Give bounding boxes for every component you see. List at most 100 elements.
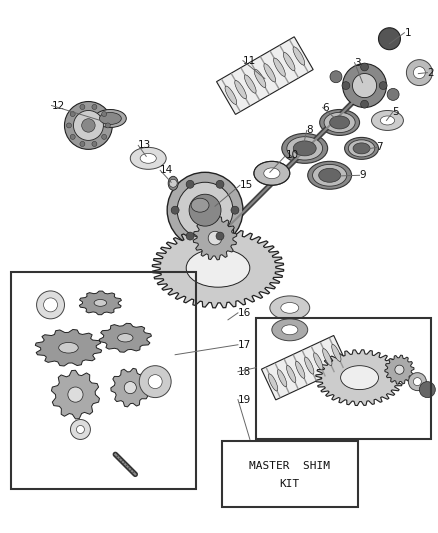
Ellipse shape [340,366,378,390]
Circle shape [102,111,106,117]
Circle shape [177,182,233,238]
Ellipse shape [94,300,106,306]
Ellipse shape [379,116,394,125]
Circle shape [169,179,177,187]
Circle shape [413,378,420,385]
Circle shape [36,291,64,319]
Polygon shape [216,37,312,115]
Text: KIT: KIT [279,479,299,489]
Bar [11,272,196,489]
Circle shape [66,123,71,128]
Circle shape [215,232,223,240]
Ellipse shape [352,143,369,154]
Circle shape [342,63,385,108]
Ellipse shape [273,58,285,76]
Text: 10: 10 [285,150,298,160]
Circle shape [386,88,398,100]
Text: 7: 7 [376,142,382,152]
Circle shape [80,104,85,109]
Text: 3: 3 [354,58,360,68]
Ellipse shape [304,357,313,374]
Ellipse shape [168,176,178,190]
Ellipse shape [186,249,249,287]
Circle shape [70,134,75,140]
Circle shape [189,194,220,226]
Text: 17: 17 [237,340,251,350]
Circle shape [148,375,162,389]
Polygon shape [35,329,102,366]
Circle shape [418,382,434,398]
Circle shape [406,60,431,86]
Circle shape [413,67,424,78]
Circle shape [360,100,367,108]
Circle shape [407,373,425,391]
Ellipse shape [99,112,121,124]
Ellipse shape [94,109,126,127]
Circle shape [230,206,238,214]
Ellipse shape [269,296,309,320]
Ellipse shape [281,325,297,335]
Circle shape [139,366,171,398]
Ellipse shape [271,319,307,341]
Ellipse shape [254,69,265,87]
Circle shape [73,110,103,140]
Text: 6: 6 [322,102,328,112]
Text: 16: 16 [237,308,251,318]
Circle shape [171,206,179,214]
Ellipse shape [292,47,304,65]
Ellipse shape [329,116,349,129]
Circle shape [329,71,341,83]
Polygon shape [193,216,236,260]
Ellipse shape [263,168,279,179]
Ellipse shape [130,148,166,169]
Circle shape [68,387,83,402]
Circle shape [71,419,90,439]
Text: 12: 12 [51,101,65,110]
Ellipse shape [244,75,255,93]
Circle shape [394,365,403,374]
Circle shape [70,111,75,117]
Circle shape [81,119,95,132]
Bar [255,318,431,439]
Ellipse shape [268,374,277,391]
Polygon shape [261,335,347,400]
Ellipse shape [283,52,294,71]
Polygon shape [79,291,121,314]
Ellipse shape [319,109,359,135]
Ellipse shape [371,110,403,131]
Circle shape [43,298,57,312]
Text: 15: 15 [240,180,253,190]
Polygon shape [51,370,99,419]
Circle shape [102,134,106,140]
Ellipse shape [347,140,374,157]
Text: 14: 14 [160,165,173,175]
Ellipse shape [277,370,286,387]
Ellipse shape [234,80,246,99]
Ellipse shape [253,161,289,185]
Ellipse shape [281,133,327,163]
Text: MASTER  SHIM: MASTER SHIM [249,462,329,471]
Circle shape [92,104,97,109]
Circle shape [92,141,97,147]
Ellipse shape [225,86,236,104]
Circle shape [186,180,194,188]
Ellipse shape [318,168,340,182]
Circle shape [64,101,112,149]
Text: 11: 11 [242,55,256,66]
Text: 1: 1 [403,28,410,38]
Text: 8: 8 [306,125,313,135]
Ellipse shape [313,353,322,370]
Text: 13: 13 [138,140,151,150]
Circle shape [186,232,194,240]
Ellipse shape [323,112,354,133]
Ellipse shape [140,154,156,163]
Polygon shape [110,368,149,407]
Ellipse shape [191,198,208,212]
Polygon shape [99,324,151,352]
Text: 19: 19 [237,394,251,405]
Text: 18: 18 [237,367,251,377]
Ellipse shape [117,334,133,342]
Circle shape [378,28,399,50]
Circle shape [215,180,223,188]
Ellipse shape [312,164,346,186]
